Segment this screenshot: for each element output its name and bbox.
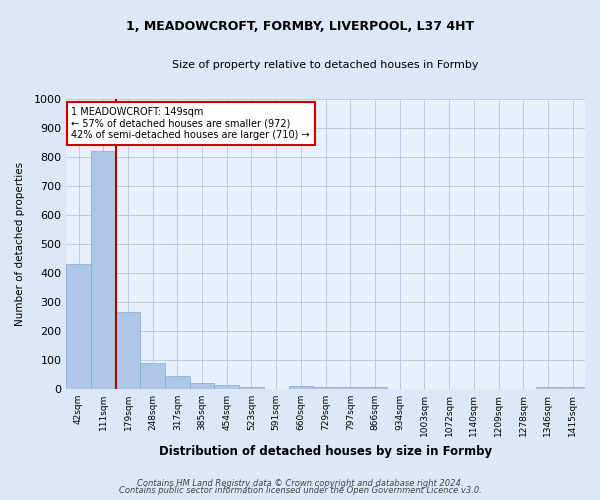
- Bar: [338, 387, 362, 389]
- Bar: [560, 387, 585, 389]
- X-axis label: Distribution of detached houses by size in Formby: Distribution of detached houses by size …: [159, 444, 492, 458]
- Y-axis label: Number of detached properties: Number of detached properties: [15, 162, 25, 326]
- Bar: [214, 384, 239, 389]
- Bar: [239, 387, 264, 389]
- Bar: [289, 386, 313, 389]
- Bar: [140, 363, 165, 389]
- Bar: [91, 151, 116, 389]
- Title: Size of property relative to detached houses in Formby: Size of property relative to detached ho…: [172, 60, 479, 70]
- Text: Contains public sector information licensed under the Open Government Licence v3: Contains public sector information licen…: [119, 486, 481, 495]
- Bar: [536, 387, 560, 389]
- Bar: [190, 383, 214, 389]
- Bar: [362, 387, 388, 389]
- Text: 1, MEADOWCROFT, FORMBY, LIVERPOOL, L37 4HT: 1, MEADOWCROFT, FORMBY, LIVERPOOL, L37 4…: [126, 20, 474, 33]
- Bar: [165, 376, 190, 389]
- Text: Contains HM Land Registry data © Crown copyright and database right 2024.: Contains HM Land Registry data © Crown c…: [137, 478, 463, 488]
- Bar: [66, 264, 91, 389]
- Bar: [116, 312, 140, 389]
- Bar: [313, 387, 338, 389]
- Text: 1 MEADOWCROFT: 149sqm
← 57% of detached houses are smaller (972)
42% of semi-det: 1 MEADOWCROFT: 149sqm ← 57% of detached …: [71, 108, 310, 140]
